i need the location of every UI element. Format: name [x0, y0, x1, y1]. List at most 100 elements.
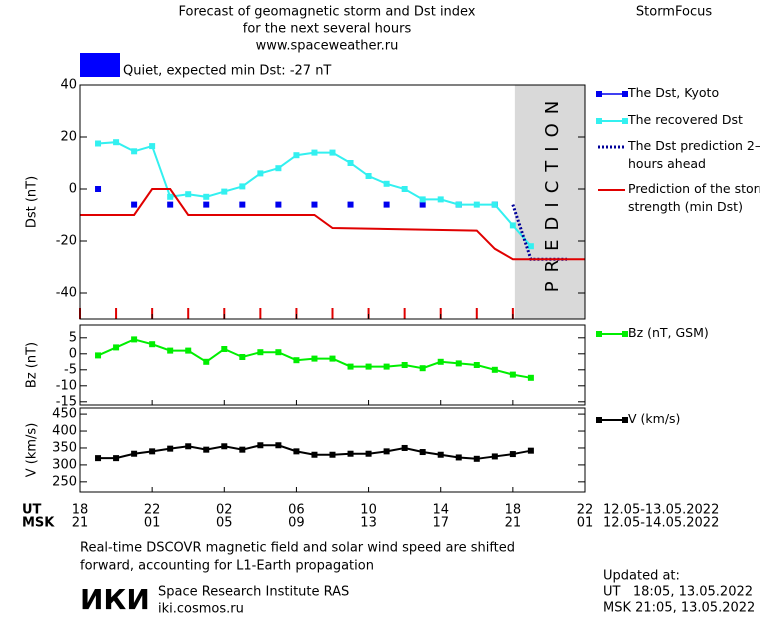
- note: forward, accounting for L1-Earth propaga…: [80, 559, 374, 574]
- marker: [113, 139, 120, 146]
- marker: [329, 355, 336, 362]
- marker: [131, 148, 138, 155]
- brand: StormFocus: [636, 5, 712, 20]
- legend-marker: [622, 91, 628, 97]
- panel: -15-10-505 Bz (nT): [25, 324, 628, 409]
- title: for the next several hours: [243, 22, 412, 37]
- marker: [455, 201, 462, 208]
- y-tick-label: 450: [52, 407, 77, 422]
- marker: [293, 152, 300, 159]
- msk-tick-label: 05: [216, 516, 233, 531]
- x-tick-label: 18: [72, 503, 89, 518]
- y-tick-label: 400: [52, 424, 77, 439]
- marker: [365, 363, 372, 370]
- marker: [419, 196, 426, 203]
- marker: [113, 344, 120, 351]
- y-tick-label: 0: [69, 346, 77, 361]
- marker: [131, 336, 138, 343]
- marker: [131, 450, 138, 457]
- marker: [383, 201, 390, 208]
- legend-marker: [596, 118, 602, 124]
- msk-tick-label: 09: [288, 516, 305, 531]
- prediction-label: PREDICTION: [542, 92, 563, 292]
- plot-frame: [79, 324, 586, 406]
- marker: [167, 193, 174, 200]
- marker: [239, 446, 246, 453]
- title: Forecast of geomagnetic storm and Dst in…: [178, 5, 475, 20]
- marker: [203, 358, 210, 365]
- marker: [491, 366, 498, 373]
- title: www.spaceweather.ru: [256, 39, 399, 54]
- marker: [257, 170, 264, 177]
- marker: [419, 201, 426, 208]
- msk-tick-label: 21: [72, 516, 89, 531]
- y-tick-label: -15: [56, 394, 77, 409]
- x-tick-label: 22: [577, 503, 594, 518]
- marker: [131, 201, 138, 208]
- marker: [149, 448, 156, 455]
- marker: [257, 442, 264, 449]
- updated-ut: UT 18:05, 13.05.2022: [603, 585, 753, 600]
- marker: [203, 446, 210, 453]
- x-tick-label: 14: [432, 503, 449, 518]
- msk-tick-label: 01: [577, 516, 594, 531]
- marker: [473, 455, 480, 462]
- marker: [437, 451, 444, 458]
- marker: [437, 358, 444, 365]
- marker: [329, 451, 336, 458]
- y-tick-label: -5: [64, 362, 77, 377]
- marker: [491, 201, 498, 208]
- x-tick-label: 02: [216, 503, 233, 518]
- marker: [365, 173, 372, 179]
- y-axis-title: Bz (nT): [25, 342, 40, 388]
- marker: [275, 349, 282, 356]
- plot-frame: [79, 84, 586, 320]
- x-tick-label: 18: [505, 503, 522, 518]
- y-tick-label: 300: [52, 457, 77, 472]
- msk-tick-label: 01: [144, 516, 161, 531]
- marker: [455, 454, 462, 461]
- marker: [167, 445, 174, 452]
- panel: PREDICTION -40 -20 0 20 40 Dst (nT): [25, 78, 628, 320]
- legend-label: The recovered Dst: [628, 112, 743, 127]
- y-tick-label: 40: [60, 78, 77, 93]
- legend-label: V (km/s): [628, 411, 681, 426]
- status-text: Quiet, expected min Dst: -27 nT: [123, 64, 331, 79]
- msk-tick-label: 17: [432, 516, 449, 531]
- legend-label: The Dst prediction 2–4 hours ahead: [628, 138, 760, 171]
- marker: [167, 201, 174, 208]
- marker: [221, 346, 228, 352]
- marker: [437, 196, 444, 203]
- y-tick-label: -40: [56, 286, 77, 301]
- marker: [113, 455, 120, 462]
- legend-marker: [622, 331, 628, 337]
- legend-marker: [596, 331, 602, 337]
- marker: [365, 450, 372, 457]
- marker: [509, 371, 516, 378]
- marker: [275, 201, 282, 208]
- ut-dates: 12.05-13.05.2022: [603, 503, 719, 518]
- marker: [239, 201, 246, 208]
- status-box: [80, 53, 120, 77]
- marker: [185, 191, 192, 198]
- plot-frame: [79, 407, 586, 493]
- marker: [491, 453, 498, 460]
- logo: ИКИ: [80, 583, 150, 616]
- msk-dates: 12.05-14.05.2022: [603, 516, 719, 531]
- legend-marker: [622, 417, 628, 423]
- note: Real-time DSCOVR magnetic field and sola…: [80, 541, 515, 556]
- marker: [347, 160, 354, 166]
- marker: [509, 451, 516, 458]
- marker: [383, 180, 390, 187]
- y-tick-label: 5: [69, 330, 77, 345]
- msk-tick-label: 13: [360, 516, 377, 531]
- updated-msk: MSK 21:05, 13.05.2022: [603, 601, 755, 616]
- marker: [293, 448, 300, 455]
- y-tick-label: -10: [56, 378, 77, 393]
- marker: [347, 450, 354, 457]
- marker: [167, 347, 174, 354]
- marker: [203, 201, 210, 208]
- marker: [347, 201, 354, 208]
